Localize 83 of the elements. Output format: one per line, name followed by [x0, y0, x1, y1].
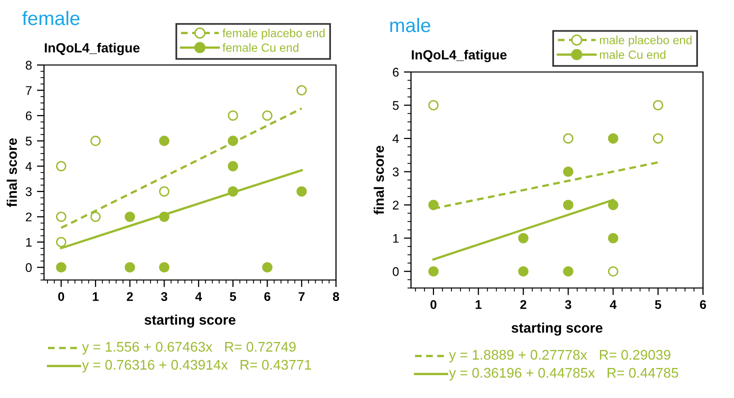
y-tick-label: 6: [26, 111, 32, 120]
legend-label: female Cu end: [222, 43, 298, 52]
y-tick-label: 3: [26, 187, 32, 196]
point: [563, 166, 574, 177]
x-tick-label: 4: [610, 300, 617, 309]
legend-label: male placebo end: [600, 36, 692, 47]
text: y = 0.36196 + 0.44785x R= 0.44785: [449, 368, 678, 380]
point: [608, 266, 618, 277]
point: [428, 266, 439, 277]
point: [518, 266, 529, 277]
x-tick-label: 5: [654, 300, 662, 309]
point: [228, 186, 238, 197]
y-tick-label: 2: [26, 212, 32, 222]
x-axis-title: starting score: [144, 314, 236, 328]
y-tick-label: 4: [26, 162, 32, 171]
point: [296, 85, 307, 96]
y-tick-label: 0: [26, 263, 32, 272]
x-tick-label: 5: [230, 292, 236, 301]
y-tick-label: 1: [26, 238, 32, 247]
point: [56, 160, 66, 172]
y-tick-label: 1: [393, 234, 399, 243]
point: [56, 236, 66, 248]
x-tick-label: 6: [264, 292, 270, 301]
x-tick-label: 4: [195, 292, 202, 301]
y-axis-title: final score: [374, 146, 384, 214]
x-tick-label: 2: [520, 300, 526, 309]
y-tick-label: 8: [26, 60, 32, 70]
point: [518, 232, 529, 244]
chart-title: female: [22, 10, 80, 26]
x-tick-label: 3: [565, 300, 572, 310]
point: [228, 110, 238, 121]
point: [228, 160, 238, 172]
x-tick-label: 3: [161, 292, 168, 302]
y-tick-label: 5: [392, 101, 399, 110]
text: y = 0.76316 + 0.43914x R= 0.43771: [82, 360, 312, 372]
point: [296, 186, 307, 197]
x-tick-label: 1: [92, 292, 99, 301]
point: [262, 262, 272, 273]
point: [159, 262, 170, 273]
point: [159, 212, 170, 222]
point: [90, 212, 101, 222]
point: [228, 136, 238, 146]
x-tick-label: 2: [126, 292, 133, 301]
chart-title: male: [390, 18, 430, 32]
chart-subtitle: InQoL4_fatigue: [412, 50, 507, 62]
point: [428, 100, 439, 110]
point: [90, 136, 101, 146]
point: [563, 133, 574, 144]
point: [124, 212, 136, 222]
y-tick-label: 2: [392, 200, 399, 210]
point: [262, 110, 272, 121]
x-tick-label: 1: [476, 300, 482, 309]
text: y = 1.556 + 0.67463x R= 0.72749: [82, 342, 296, 354]
point: [159, 186, 170, 197]
point: [56, 212, 66, 222]
point: [159, 136, 170, 146]
point: [563, 266, 574, 277]
point: [608, 232, 618, 244]
x-tick-label: 7: [298, 292, 305, 301]
y-axis-title: final score: [6, 138, 17, 207]
point: [428, 200, 439, 210]
point: [124, 262, 136, 273]
legend-label: female placebo end: [222, 28, 325, 40]
point: [608, 133, 618, 144]
point: [563, 200, 574, 210]
point: [652, 100, 664, 110]
x-tick-label: 0: [430, 300, 436, 309]
text: y = 1.8889 + 0.27778x R= 0.29039: [449, 350, 670, 362]
y-tick-label: 5: [26, 136, 32, 146]
y-tick-label: 7: [26, 86, 32, 95]
x-axis-title: starting score: [512, 322, 602, 336]
point: [608, 200, 618, 210]
y-tick-label: 6: [392, 68, 399, 77]
point: [56, 262, 66, 273]
point: [652, 133, 664, 144]
chart-subtitle: InQoL4_fatigue: [44, 42, 140, 56]
x-tick-label: 6: [700, 300, 706, 309]
x-tick-label: 8: [332, 292, 340, 301]
legend-label: male Cu end: [600, 50, 666, 59]
x-tick-label: 0: [58, 292, 64, 301]
y-tick-label: 4: [392, 134, 399, 143]
y-tick-label: 3: [392, 167, 399, 176]
y-tick-label: 0: [392, 267, 399, 276]
